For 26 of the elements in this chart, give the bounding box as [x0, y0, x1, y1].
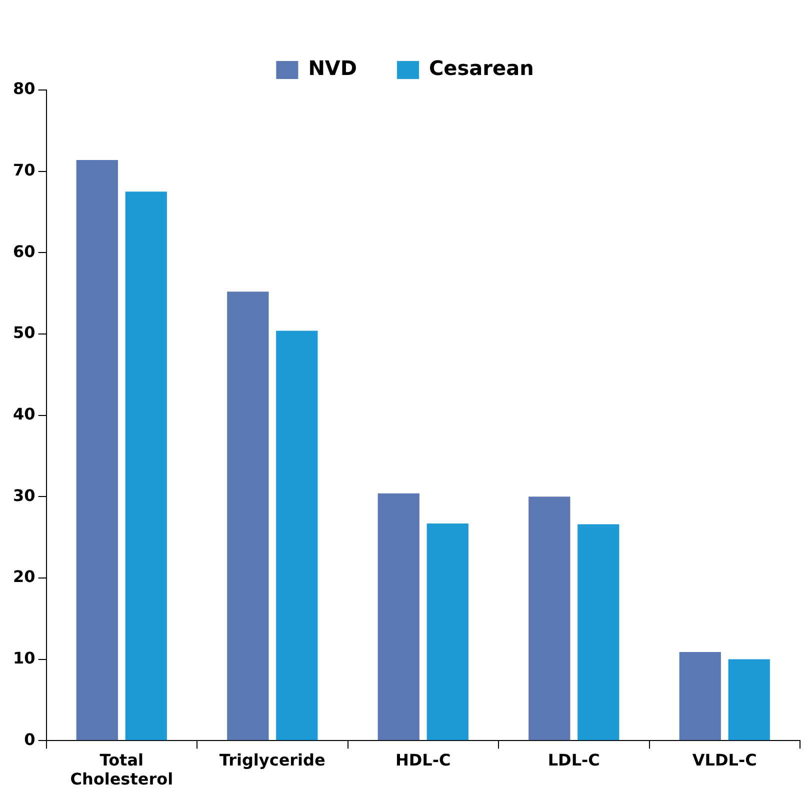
x-tick-label: Triglyceride [219, 750, 326, 770]
y-tick-label: 30 [13, 486, 36, 505]
bar [125, 192, 167, 740]
bar [679, 652, 721, 740]
x-tick-label: Total Cholesterol [70, 750, 174, 789]
y-tick-label: 0 [24, 730, 36, 749]
y-tick-label: 20 [13, 567, 36, 586]
y-tick-label: 10 [13, 648, 36, 668]
x-tick-label: LDL-C [548, 750, 600, 770]
y-tick-label: 40 [13, 404, 36, 424]
legend-label: NVD [308, 56, 358, 80]
y-tick-label: 80 [13, 79, 36, 98]
y-tick-label: 50 [13, 323, 36, 342]
bar [276, 330, 318, 740]
bar [227, 292, 269, 740]
bar [578, 524, 620, 740]
bar [378, 493, 420, 740]
y-tick-label: 60 [13, 242, 36, 261]
bar [528, 496, 570, 740]
x-tick-label: VLDL-C [692, 750, 757, 770]
bar [728, 659, 770, 740]
bar [426, 523, 468, 740]
legend-label: Cesarean [429, 56, 534, 80]
x-tick-label: HDL-C [396, 750, 451, 770]
bar [76, 160, 118, 740]
y-tick-label: 70 [13, 160, 36, 180]
